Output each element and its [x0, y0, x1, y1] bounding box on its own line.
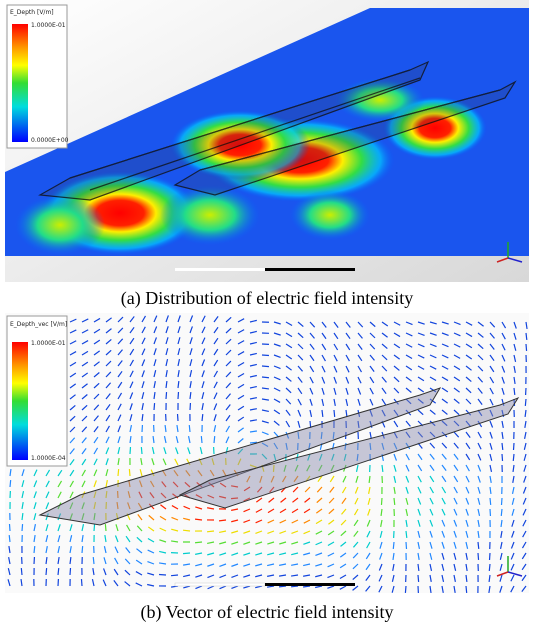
- vector-arrow: [10, 480, 11, 487]
- vector-arrow: [46, 568, 47, 575]
- vector-arrow: [183, 553, 190, 554]
- vector-arrow: [201, 436, 202, 443]
- vector-arrow: [526, 344, 527, 351]
- vector-arrow: [418, 575, 419, 582]
- vector-arrow: [490, 498, 491, 505]
- vector-arrow: [183, 530, 190, 531]
- page: E_Depth [V/m] 1.0000E-01 0.0000E+00 (a) …: [0, 0, 534, 627]
- scale-bar: [175, 583, 265, 586]
- vector-arrow: [262, 377, 269, 378]
- vector-arrow: [502, 454, 503, 461]
- vector-arrow: [22, 524, 23, 531]
- vector-arrow: [501, 498, 502, 505]
- vector-arrow: [141, 447, 142, 454]
- vector-arrow: [406, 531, 407, 538]
- scale-bar: [265, 583, 355, 586]
- vector-arrow: [82, 546, 83, 553]
- vector-arrow: [478, 553, 479, 560]
- vector-arrow: [195, 542, 202, 543]
- legend-max: 1.0000E-01: [31, 340, 66, 347]
- vector-arrow: [219, 520, 226, 521]
- vector-arrow: [334, 410, 335, 417]
- vector-arrow: [322, 410, 323, 417]
- vector-arrow: [94, 524, 95, 531]
- vector-arrow: [118, 469, 119, 476]
- vector-arrow: [405, 586, 406, 593]
- vector-arrow: [525, 399, 526, 406]
- scale-bar: [265, 268, 355, 271]
- vector-arrow: [171, 575, 178, 576]
- vector-arrow: [166, 392, 167, 399]
- vector-arrow: [81, 579, 82, 586]
- vector-arrow: [21, 568, 22, 575]
- vector-arrow: [154, 403, 155, 410]
- legend-min: 1.0000E-04: [31, 455, 66, 462]
- vector-arrow: [189, 425, 190, 432]
- vector-arrow: [34, 546, 35, 553]
- vector-arrow: [93, 557, 94, 564]
- color-bar: [12, 342, 28, 460]
- vector-arrow: [207, 531, 214, 532]
- caption: (b) Vector of electric field intensity: [140, 602, 393, 623]
- vector-arrow: [466, 586, 467, 593]
- vector-arrow: [393, 542, 394, 549]
- scale-bar: [175, 268, 265, 271]
- legend-title: E_Depth_vec [V/m]: [10, 321, 67, 328]
- figure: E_Depth [V/m] 1.0000E-01 0.0000E+00 (a) …: [0, 0, 534, 627]
- vector-arrow: [178, 381, 179, 388]
- vector-arrow: [501, 509, 502, 516]
- vector-arrow: [526, 333, 527, 340]
- vector-arrow: [105, 524, 106, 531]
- vector-arrow: [9, 535, 10, 542]
- vector-arrow: [478, 542, 479, 549]
- vector-arrow: [513, 454, 514, 461]
- caption: (a) Distribution of electric field inten…: [121, 288, 413, 309]
- vector-arrow: [502, 443, 503, 450]
- vector-arrow: [262, 366, 269, 367]
- legend-title: E_Depth [V/m]: [10, 9, 54, 16]
- vector-arrow: [394, 498, 395, 505]
- vector-arrow: [70, 568, 71, 575]
- vector-arrow: [58, 568, 59, 575]
- legend-min: 0.0000E+00: [31, 137, 69, 144]
- vector-arrow: [514, 388, 515, 395]
- vector-arrow: [291, 586, 298, 587]
- vector-arrow: [489, 564, 490, 571]
- vector-arrow: [214, 436, 215, 443]
- color-bar: [12, 24, 28, 142]
- vector-arrow: [202, 414, 203, 421]
- vector-arrow: [381, 498, 382, 505]
- vector-arrow: [159, 574, 166, 575]
- legend-max: 1.0000E-01: [31, 22, 66, 29]
- vector-arrow: [129, 469, 130, 476]
